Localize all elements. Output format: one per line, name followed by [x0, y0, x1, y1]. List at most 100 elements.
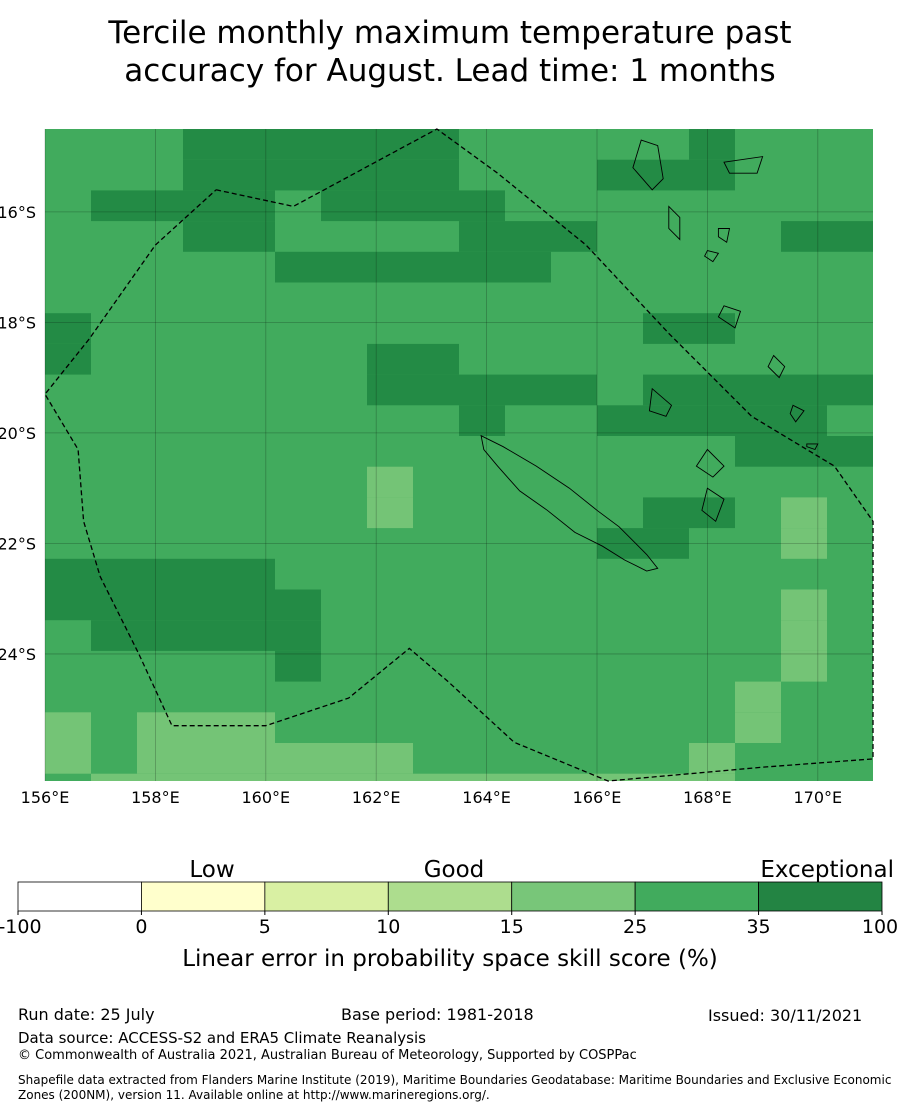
lon-label: 166°E	[573, 788, 622, 807]
eez-boundary	[44, 128, 874, 782]
grid-cell	[229, 773, 275, 781]
grid-cell	[735, 405, 781, 436]
grid-cell	[137, 558, 183, 590]
grid-cell	[413, 343, 459, 375]
grid-cell	[781, 436, 827, 467]
grid-cell	[137, 712, 183, 743]
grid-cell	[321, 251, 367, 283]
grid-cell	[689, 313, 735, 344]
grid-cell	[183, 620, 229, 651]
grid-cell	[551, 773, 597, 781]
grid-cell	[735, 374, 781, 406]
island-outline	[717, 228, 731, 244]
grid-cell	[91, 558, 137, 590]
island-outline	[704, 250, 720, 263]
grid-cell	[597, 405, 643, 436]
grid-cell	[459, 190, 505, 222]
grid-cell	[367, 497, 413, 529]
grid-cell	[413, 374, 459, 406]
lon-label: 170°E	[793, 788, 842, 807]
grid-cell	[781, 374, 827, 406]
grid-cell	[229, 712, 275, 743]
grid-cell	[91, 773, 137, 781]
grid-cell	[275, 159, 321, 191]
colorbar-box	[634, 881, 759, 912]
grid-cell	[459, 374, 505, 406]
axis-labels: 156°E 158°E 160°E 162°E 164°E 166°E 168°E 170°E…	[0, 203, 842, 807]
colorbar-tick-label: 35	[746, 916, 770, 938]
grid-cell	[643, 497, 689, 529]
grid-cell	[367, 466, 413, 498]
grid-cell	[735, 712, 781, 743]
island-outline	[632, 139, 664, 191]
grid-cell	[45, 343, 91, 375]
colorbar-category-label: Exceptional	[760, 857, 894, 883]
grid-cell	[827, 221, 873, 252]
run-date: Run date: 25 July	[18, 1005, 155, 1024]
grid-cell	[781, 528, 827, 559]
grid-cell	[321, 743, 367, 774]
colorbar-tick-label: -100	[0, 916, 42, 938]
grid-cell	[551, 221, 597, 252]
grid-cell	[367, 190, 413, 222]
grid-cell	[275, 251, 321, 283]
colorbar-tick-label: 100	[862, 916, 898, 938]
grid-cell	[459, 405, 505, 436]
grid-cell	[275, 743, 321, 774]
grid-cell	[137, 620, 183, 651]
island-outline	[767, 354, 786, 379]
grid-cell	[367, 343, 413, 375]
grid-cell	[689, 374, 735, 406]
grid-cell	[137, 773, 183, 781]
grid-cell	[183, 743, 229, 774]
grid-cell	[505, 221, 551, 252]
grid-cell	[689, 743, 735, 774]
colorbar-box	[264, 881, 389, 912]
colorbar-boxes	[17, 881, 883, 912]
colorbar-category-labels: Low Good Exceptional	[189, 857, 894, 883]
grid-cell	[229, 620, 275, 651]
grid-cell	[183, 773, 229, 781]
grid-cell	[367, 743, 413, 774]
grid-cell	[321, 190, 367, 222]
grid-cell	[459, 773, 505, 781]
grid-cell	[183, 190, 229, 222]
grid-cell	[183, 589, 229, 621]
colorbar-category-label: Good	[424, 857, 485, 883]
grid-cell	[505, 251, 551, 283]
grid-cell	[183, 159, 229, 191]
grid-cell	[275, 773, 321, 781]
grid-cell	[643, 773, 689, 781]
grid-cell	[781, 497, 827, 529]
grid-cell	[229, 221, 275, 252]
grid-cell	[91, 190, 137, 222]
grid-cell	[45, 589, 91, 621]
grid-cell	[643, 405, 689, 436]
island-outline	[717, 305, 742, 329]
grid-cell	[367, 251, 413, 283]
lon-label: 158°E	[131, 788, 180, 807]
shapefile-credit-line-2: Zones (200NM), version 11. Available onl…	[18, 1088, 490, 1102]
grid-cell	[505, 374, 551, 406]
island-outline	[806, 443, 819, 451]
issued-date: Issued: 30/11/2021	[708, 1006, 863, 1025]
grid-cell	[505, 773, 551, 781]
grid-cell	[45, 558, 91, 590]
grid-cell	[275, 650, 321, 682]
grid-cell	[689, 129, 735, 160]
grid-cell	[413, 773, 459, 781]
grid-cell	[735, 681, 781, 713]
grid-cell	[781, 221, 827, 252]
lat-label: 16°S	[0, 203, 36, 222]
shapefile-credit: Shapefile data extracted from Flanders M…	[18, 1073, 898, 1103]
grid-cell	[229, 558, 275, 590]
grid-cell	[229, 589, 275, 621]
grid-cell	[367, 374, 413, 406]
grid-cell	[137, 190, 183, 222]
island-outline	[701, 487, 725, 523]
grid-cell	[229, 743, 275, 774]
island-outline	[648, 387, 673, 417]
grid-cell	[597, 773, 643, 781]
colorbar-label: Linear error in probability space skill …	[182, 946, 718, 972]
copyright: © Commonwealth of Australia 2021, Austra…	[18, 1048, 637, 1063]
